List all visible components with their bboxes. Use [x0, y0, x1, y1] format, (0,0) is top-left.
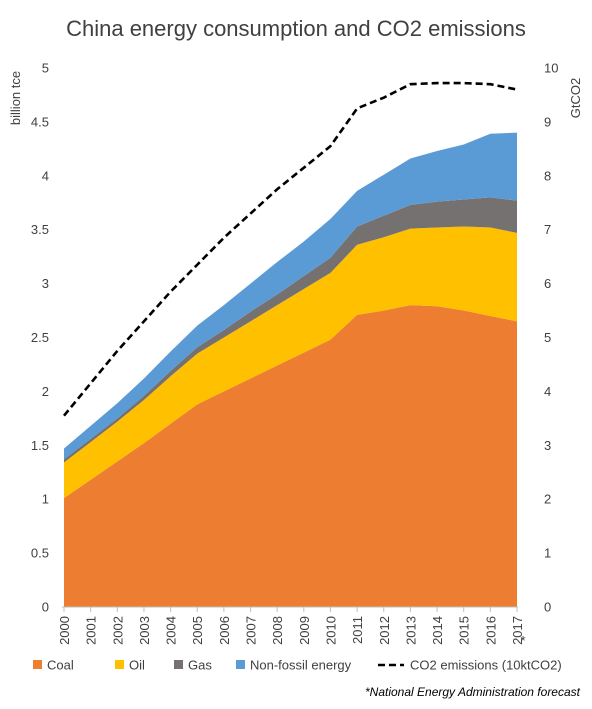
- y-right-tick-label: 4: [544, 384, 551, 399]
- legend-coal-swatch: [33, 660, 42, 669]
- legend-non-fossil-energy-swatch: [236, 660, 245, 669]
- y-right-tick-label: 9: [544, 114, 551, 129]
- forecast-marker: *: [520, 633, 525, 648]
- chart-title: China energy consumption and CO2 emissio…: [66, 16, 526, 41]
- x-tick-label: 2004: [164, 616, 179, 645]
- x-tick-label: 2015: [457, 616, 472, 645]
- legend-co2-emissions-10ktco2-label: CO2 emissions (10ktCO2): [410, 658, 562, 673]
- y-left-tick-label: 1.5: [31, 438, 49, 453]
- legend-non-fossil-energy-label: Non-fossil energy: [250, 658, 352, 673]
- area-gas: [64, 197, 517, 463]
- area-coal: [64, 305, 517, 607]
- y-left-tick-label: 2.5: [31, 330, 49, 345]
- y-right-tick-label: 10: [544, 61, 558, 76]
- y-right-tick-label: 5: [544, 330, 551, 345]
- legend-oil-label: Oil: [129, 658, 145, 673]
- area-oil: [64, 226, 517, 499]
- left-axis-title: billion tce: [8, 71, 23, 125]
- y-left-tick-label: 1: [42, 492, 49, 507]
- y-right-tick-label: 0: [544, 600, 551, 615]
- y-left-tick-label: 2: [42, 384, 49, 399]
- legend: Coal Oil Gas Non-fossil energy CO2 emissions…: [33, 658, 562, 673]
- y-right-tick-label: 2: [544, 492, 551, 507]
- right-axis-title: GtCO2: [568, 78, 583, 118]
- x-tick-label: 2010: [323, 616, 338, 645]
- axes: 0 0.5 1 1.5 2 2.5 3 3.5 4 4.5 5 0 1 2 3 4 5 6 7 8 9 10 2000 200…: [31, 61, 559, 649]
- x-tick-label: 2005: [190, 616, 205, 645]
- x-tick-label: 2000: [57, 616, 72, 645]
- y-left-tick-label: 0: [42, 600, 49, 615]
- y-left-tick-label: 3.5: [31, 222, 49, 237]
- y-left-tick-label: 5: [42, 61, 49, 76]
- x-tick-label: 2016: [483, 616, 498, 645]
- y-right-tick-label: 1: [544, 546, 551, 561]
- footnote: *National Energy Administration forecast: [365, 685, 581, 699]
- y-left-tick-label: 3: [42, 276, 49, 291]
- y-right-tick-label: 7: [544, 222, 551, 237]
- x-tick-label: 2008: [270, 616, 285, 645]
- y-right-tick-label: 6: [544, 276, 551, 291]
- legend-coal-label: Coal: [47, 658, 74, 673]
- x-tick-label: 2002: [110, 616, 125, 645]
- x-tick-label: 2013: [403, 616, 418, 645]
- y-left-tick-label: 0.5: [31, 546, 49, 561]
- x-tick-label: 2012: [377, 616, 392, 645]
- x-tick-label: 2003: [137, 616, 152, 645]
- x-tick-label: 2017: [510, 616, 525, 645]
- x-tick-label: 2007: [244, 616, 259, 645]
- area-non-fossil-energy: [64, 132, 517, 460]
- y-left-tick-label: 4.5: [31, 114, 49, 129]
- legend-gas-swatch: [174, 660, 183, 669]
- x-tick-label: 2014: [430, 616, 445, 645]
- x-tick-label: 2006: [217, 616, 232, 645]
- x-tick-label: 2011: [350, 616, 365, 644]
- area-layers: [64, 132, 517, 607]
- x-tick-label: 2001: [84, 616, 99, 645]
- legend-oil-swatch: [115, 660, 124, 669]
- legend-gas-label: Gas: [188, 658, 212, 673]
- y-right-tick-label: 8: [544, 168, 551, 183]
- y-left-tick-label: 4: [42, 168, 49, 183]
- y-right-tick-label: 3: [544, 438, 551, 453]
- x-tick-label: 2009: [297, 616, 312, 645]
